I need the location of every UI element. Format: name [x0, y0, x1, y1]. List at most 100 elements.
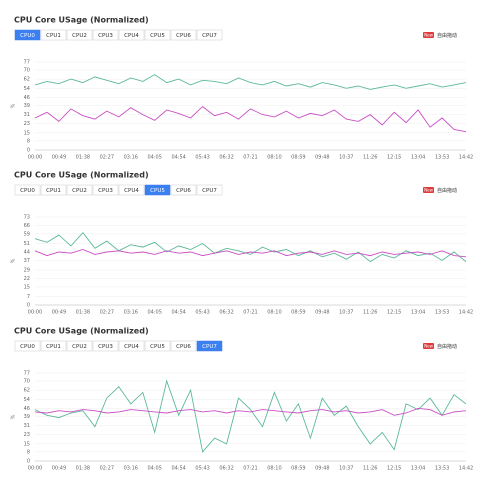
- chart-title: CPU Core USage (Normalized): [14, 327, 149, 336]
- tab-label[interactable]: CPU7: [202, 344, 217, 350]
- y-tick-label: 44: [24, 249, 30, 255]
- series-line: [34, 407, 467, 416]
- tab-label[interactable]: CPU1: [46, 188, 61, 194]
- tab[interactable]: [92, 184, 119, 196]
- y-tick-label: 22: [24, 276, 30, 282]
- tab[interactable]: [196, 29, 223, 41]
- tab[interactable]: [14, 184, 41, 196]
- tab-label[interactable]: CPU0: [20, 344, 35, 350]
- badge-text: New: [424, 187, 433, 192]
- tab[interactable]: [14, 340, 41, 352]
- tab[interactable]: [196, 184, 223, 196]
- series-line: [34, 74, 467, 90]
- tab-label[interactable]: CPU6: [176, 33, 191, 39]
- y-tick-label: 70: [24, 379, 30, 385]
- y-tick-label: 29: [24, 268, 30, 274]
- tab[interactable]: [40, 184, 67, 196]
- x-tick-label: 08:10: [267, 310, 281, 316]
- tab-label[interactable]: CPU5: [150, 188, 165, 194]
- x-tick-label: 04:54: [171, 155, 185, 161]
- tab-label[interactable]: CPU1: [46, 33, 61, 39]
- y-tick-label: 54: [24, 397, 30, 403]
- x-tick-label: 03:16: [124, 310, 138, 316]
- tab-label[interactable]: CPU3: [98, 344, 113, 350]
- y-tick-label: 62: [24, 77, 30, 83]
- x-tick-label: 10:37: [339, 466, 353, 472]
- y-tick-label: 0: [27, 303, 30, 309]
- x-tick-label: 08:10: [267, 466, 281, 472]
- x-tick-label: 09:48: [315, 310, 329, 316]
- tab-label[interactable]: CPU4: [124, 33, 139, 39]
- tab-label[interactable]: CPU0: [20, 188, 35, 194]
- y-tick-label: 39: [24, 414, 30, 420]
- series-line: [34, 106, 467, 133]
- x-tick-label: 10:37: [339, 310, 353, 316]
- series-line: [34, 231, 467, 263]
- tab-label[interactable]: CPU7: [202, 188, 217, 194]
- y-tick-label: 46: [24, 406, 30, 412]
- tab[interactable]: [14, 29, 41, 41]
- x-tick-label: 09:48: [315, 466, 329, 472]
- badge-text: New: [424, 32, 433, 37]
- badge: [423, 32, 434, 38]
- x-tick-label: 04:54: [171, 310, 185, 316]
- tab-label[interactable]: CPU3: [98, 188, 113, 194]
- tab-label[interactable]: CPU2: [72, 344, 87, 350]
- tab[interactable]: [144, 29, 171, 41]
- tab-label[interactable]: CPU4: [124, 188, 139, 194]
- tab-label[interactable]: CPU7: [202, 33, 217, 39]
- x-tick-label: 00:00: [28, 155, 42, 161]
- y-tick-label: 77: [24, 60, 30, 66]
- y-tick-label: 77: [24, 371, 30, 377]
- y-tick-label: 54: [24, 86, 30, 92]
- y-tick-label: 23: [24, 432, 30, 438]
- y-tick-label: 62: [24, 388, 30, 394]
- tab-label[interactable]: CPU0: [20, 33, 35, 39]
- x-tick-label: 10:37: [339, 155, 353, 161]
- tab[interactable]: [118, 184, 145, 196]
- tab[interactable]: [66, 340, 93, 352]
- y-tick-label: 15: [24, 284, 30, 290]
- x-tick-label: 12:15: [387, 310, 401, 316]
- tab[interactable]: [170, 340, 197, 352]
- tab[interactable]: [170, 184, 197, 196]
- y-tick-label: 37: [24, 258, 30, 264]
- tab[interactable]: [40, 340, 67, 352]
- x-tick-label: 01:38: [76, 310, 90, 316]
- tab[interactable]: [40, 29, 67, 41]
- x-tick-label: 13:53: [435, 466, 449, 472]
- x-tick-label: 13:53: [435, 155, 449, 161]
- tab-label[interactable]: CPU2: [72, 33, 87, 39]
- tab-label[interactable]: CPU6: [176, 344, 191, 350]
- series-line: [34, 379, 467, 453]
- tab-label[interactable]: CPU5: [150, 344, 165, 350]
- tab[interactable]: [66, 29, 93, 41]
- x-tick-label: 07:21: [243, 466, 257, 472]
- y-tick-label: 7: [27, 294, 30, 300]
- tab[interactable]: [196, 340, 223, 352]
- x-tick-label: 11:26: [363, 466, 377, 472]
- tab[interactable]: [144, 184, 171, 196]
- tab[interactable]: [118, 340, 145, 352]
- x-tick-label: 01:38: [76, 155, 90, 161]
- x-tick-label: 14:42: [459, 155, 473, 161]
- x-tick-label: 12:15: [387, 466, 401, 472]
- tab-label[interactable]: CPU2: [72, 188, 87, 194]
- x-tick-label: 01:38: [76, 466, 90, 472]
- x-tick-label: 12:15: [387, 155, 401, 161]
- tab-label[interactable]: CPU6: [176, 188, 191, 194]
- tab[interactable]: [92, 29, 119, 41]
- tab[interactable]: [92, 340, 119, 352]
- x-tick-label: 04:05: [148, 310, 162, 316]
- tab[interactable]: [144, 340, 171, 352]
- x-tick-label: 08:59: [291, 155, 305, 161]
- x-tick-label: 08:59: [291, 466, 305, 472]
- tab-label[interactable]: CPU3: [98, 33, 113, 39]
- tab[interactable]: [118, 29, 145, 41]
- tab-label[interactable]: CPU5: [150, 33, 165, 39]
- tab[interactable]: [170, 29, 197, 41]
- tab-label[interactable]: CPU4: [124, 344, 139, 350]
- tab[interactable]: [66, 184, 93, 196]
- tab-label[interactable]: CPU1: [46, 344, 61, 350]
